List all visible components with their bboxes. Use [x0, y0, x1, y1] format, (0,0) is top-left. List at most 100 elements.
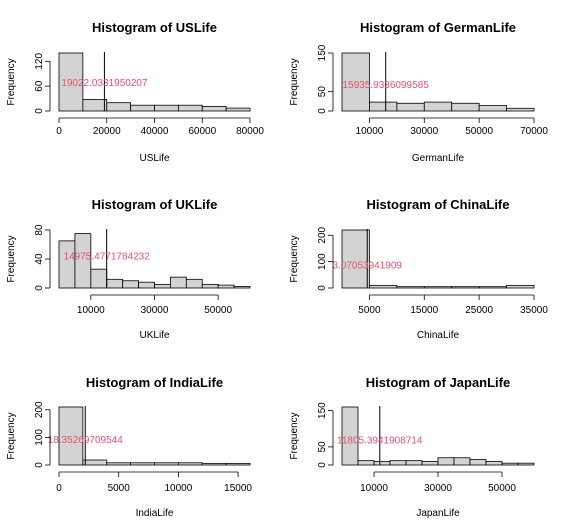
- histogram-bar: [396, 102, 425, 112]
- x-axis-label: JapanLife: [416, 508, 460, 519]
- histogram-bar: [106, 462, 132, 466]
- histogram-bar: [506, 107, 535, 112]
- histogram-bar: [501, 462, 519, 466]
- x-tick-label: 10000: [360, 483, 388, 494]
- histogram-bar: [138, 281, 155, 289]
- y-tick-label: 0: [317, 108, 328, 114]
- histogram-bar: [478, 286, 507, 289]
- reference-value-label: 15935.9336099585: [343, 80, 430, 91]
- histogram-panel-uslife: Histogram of USLife 19022.0331950207 0 2000…: [6, 20, 264, 164]
- y-axis-label: Frequency: [289, 235, 300, 282]
- histogram-bar: [225, 107, 251, 112]
- x-tick-label: 25000: [465, 305, 493, 316]
- y-tick-label: 40: [34, 253, 45, 265]
- y-tick-label: 200: [317, 226, 328, 243]
- histogram-bar: [437, 457, 455, 466]
- y-tick-label: 100: [34, 429, 45, 446]
- y-tick-label: 150: [317, 402, 328, 419]
- histogram-bar: [396, 286, 425, 289]
- y-axis-label: Frequency: [6, 58, 17, 105]
- reference-value-label: 19022.0331950207: [61, 78, 148, 89]
- reference-value-label: 3.07053941909: [332, 260, 402, 271]
- histogram-bar: [369, 284, 398, 289]
- y-tick-label: 0: [317, 285, 328, 291]
- y-tick-label: 200: [34, 401, 45, 418]
- histogram-bar: [177, 462, 203, 466]
- histogram-bar: [423, 286, 453, 289]
- x-tick-label: 5000: [358, 305, 381, 316]
- x-axis-label: GermanLife: [412, 153, 465, 164]
- x-tick-label: 10000: [77, 305, 105, 316]
- histogram-bar: [106, 278, 124, 289]
- x-tick-label: 20000: [93, 126, 121, 137]
- histogram-bar: [341, 229, 370, 289]
- x-axis-label: USLife: [139, 153, 169, 164]
- histogram-bar: [154, 283, 171, 289]
- histogram-bar: [506, 284, 535, 289]
- x-tick-label: 80000: [236, 126, 264, 137]
- y-tick-label: 120: [34, 53, 45, 70]
- histogram-bar: [74, 233, 92, 289]
- histogram-bar: [177, 104, 203, 112]
- x-tick-label: 30000: [424, 483, 452, 494]
- histogram-bar: [58, 406, 84, 466]
- x-tick-label: 30000: [141, 305, 169, 316]
- histogram-bar: [170, 276, 187, 289]
- histogram-panel-chinalife: Histogram of ChinaLife 3.07053941909 5000 1…: [289, 197, 548, 341]
- y-tick-label: 0: [34, 285, 45, 291]
- y-tick-label: 80: [34, 224, 45, 236]
- histogram-bar: [389, 460, 407, 466]
- histogram-bar: [485, 460, 503, 466]
- histogram-bar: [369, 101, 398, 112]
- x-axis-label: UKLife: [139, 330, 169, 341]
- histogram-bar: [421, 460, 439, 466]
- histogram-bar: [58, 240, 76, 289]
- histogram-bar: [451, 102, 480, 112]
- histogram-panel-japanlife: Histogram of JapanLife 11805.3941908714 10…: [289, 375, 535, 519]
- y-tick-label: 60: [34, 80, 45, 92]
- histogram-panel-germanlife: Histogram of GermanLife 15935.9336099585 1…: [289, 20, 548, 164]
- histogram-bar: [341, 406, 359, 466]
- x-tick-label: 35000: [520, 305, 548, 316]
- histogram-bar: [423, 101, 453, 112]
- chart-title: Histogram of GermanLife: [360, 20, 516, 35]
- histogram-bar: [405, 460, 423, 466]
- y-tick-label: 150: [317, 44, 328, 61]
- x-axis-label: IndiaLife: [136, 508, 174, 519]
- y-tick-label: 0: [34, 462, 45, 468]
- x-tick-label: 15000: [410, 305, 438, 316]
- histogram-bar: [106, 102, 132, 112]
- histogram-bar: [122, 280, 139, 289]
- histogram-bar: [225, 462, 251, 466]
- histogram-bar: [201, 283, 219, 289]
- y-axis-label: Frequency: [6, 235, 17, 282]
- histogram-bar: [130, 462, 155, 466]
- histogram-panel-uklife: Histogram of UKLife 14975.4771784232 10000…: [6, 197, 251, 341]
- histogram-bar: [90, 268, 108, 289]
- x-tick-label: 10000: [164, 483, 192, 494]
- y-tick-label: 50: [317, 441, 328, 453]
- chart-title: Histogram of ChinaLife: [366, 197, 509, 212]
- histogram-bar: [185, 278, 203, 289]
- histogram-bar: [201, 106, 227, 112]
- histogram-bar: [469, 459, 487, 466]
- histogram-bar: [130, 104, 155, 112]
- y-axis-label: Frequency: [289, 58, 300, 105]
- histogram-bar: [373, 460, 391, 466]
- x-tick-label: 50000: [465, 126, 493, 137]
- chart-title: Histogram of JapanLife: [366, 375, 510, 390]
- chart-title: Histogram of UKLife: [92, 197, 218, 212]
- x-tick-label: 50000: [204, 305, 232, 316]
- histogram-bar: [341, 52, 370, 112]
- histogram-bar: [217, 284, 235, 289]
- histogram-panel-indialife: Histogram of IndiaLife 18.35269709544 0 500…: [6, 375, 252, 519]
- histogram-bar: [58, 52, 84, 112]
- histogram-bar: [154, 462, 179, 466]
- x-tick-label: 0: [56, 126, 62, 137]
- x-tick-label: 70000: [520, 126, 548, 137]
- x-tick-label: 10000: [356, 126, 384, 137]
- histogram-bar: [357, 460, 375, 466]
- x-tick-label: 40000: [141, 126, 169, 137]
- y-tick-label: 0: [317, 462, 328, 468]
